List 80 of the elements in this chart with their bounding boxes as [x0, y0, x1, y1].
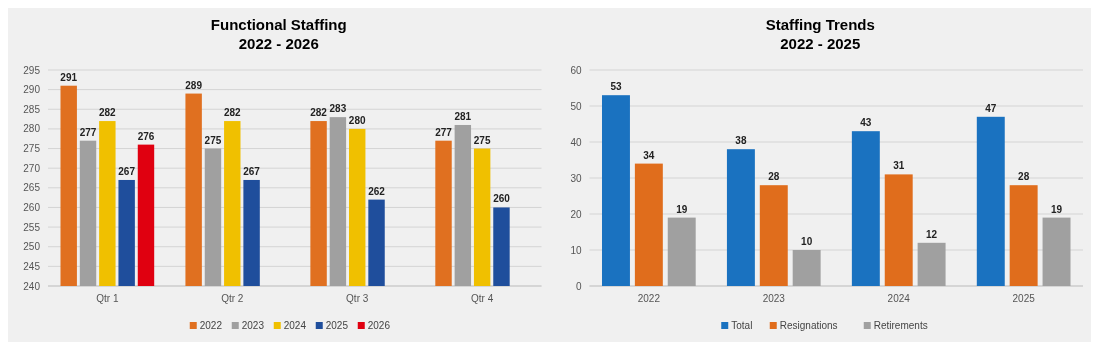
- data-label: 10: [801, 236, 813, 247]
- x-tick-label: Qtr 2: [221, 293, 244, 304]
- y-tick-label: 40: [570, 136, 582, 148]
- x-tick-label: 2024: [887, 293, 911, 304]
- legend-label: 2026: [367, 320, 391, 331]
- data-label: 34: [643, 149, 655, 161]
- data-label: 38: [735, 135, 747, 147]
- bar: [601, 95, 630, 286]
- x-tick-label: Qtr 1: [96, 293, 119, 304]
- data-label: 276: [137, 130, 155, 142]
- bar: [726, 149, 755, 286]
- bar: [792, 250, 821, 286]
- data-label: 282: [223, 107, 242, 119]
- data-label: 262: [368, 185, 386, 197]
- data-label: 289: [185, 79, 203, 91]
- bar: [1009, 185, 1038, 286]
- legend-label: Total: [731, 320, 753, 331]
- bar: [634, 163, 663, 286]
- y-tick-label: 30: [570, 172, 582, 184]
- y-tick-label: 285: [23, 103, 41, 115]
- data-label: 280: [348, 114, 366, 126]
- bar: [851, 131, 880, 286]
- data-label: 267: [243, 165, 261, 177]
- legend-label: 2022: [199, 320, 223, 331]
- data-label: 260: [493, 193, 511, 205]
- data-label: 277: [79, 126, 97, 138]
- y-tick-label: 50: [570, 100, 582, 112]
- data-label: 12: [926, 228, 938, 240]
- y-tick-label: 260: [23, 201, 41, 213]
- y-tick-label: 265: [23, 182, 41, 194]
- y-tick-label: 10: [570, 244, 582, 256]
- y-tick-label: 245: [23, 260, 41, 272]
- x-tick-label: 2022: [637, 293, 661, 304]
- y-tick-label: 0: [575, 280, 582, 292]
- data-label: 291: [60, 71, 78, 83]
- y-tick-label: 270: [23, 162, 41, 174]
- chart-title: Functional Staffing: [210, 16, 347, 33]
- y-tick-label: 240: [23, 280, 41, 292]
- bar: [976, 116, 1005, 286]
- y-tick-label: 290: [23, 84, 41, 96]
- chart-subtitle: 2022 - 2026: [238, 35, 319, 52]
- data-label: 281: [454, 110, 472, 122]
- data-label: 19: [676, 203, 688, 215]
- data-label: 283: [329, 103, 347, 115]
- x-tick-label: Qtr 4: [471, 293, 494, 304]
- bar: [1042, 217, 1071, 286]
- y-tick-label: 250: [23, 241, 41, 253]
- y-tick-label: 275: [23, 143, 41, 155]
- data-label: 47: [985, 102, 997, 114]
- y-tick-label: 20: [570, 208, 582, 220]
- data-label: 53: [610, 81, 622, 93]
- data-label: 275: [204, 134, 222, 146]
- data-label: 28: [1018, 171, 1030, 183]
- y-tick-label: 295: [23, 64, 41, 76]
- data-label: 282: [310, 107, 328, 119]
- x-tick-label: Qtr 3: [346, 293, 369, 304]
- bar: [759, 185, 788, 286]
- data-label: 28: [768, 171, 780, 183]
- y-tick-label: 280: [23, 123, 41, 135]
- bar: [917, 242, 946, 286]
- bar: [884, 174, 913, 286]
- y-tick-label: 60: [570, 64, 582, 76]
- x-tick-label: 2025: [1012, 293, 1036, 304]
- y-tick-label: 255: [23, 221, 41, 233]
- data-label: 43: [860, 117, 872, 129]
- legend-label: 2024: [283, 320, 307, 331]
- data-label: 31: [893, 160, 905, 172]
- legend-label: Resignations: [779, 320, 838, 331]
- x-tick-label: 2023: [762, 293, 786, 304]
- data-label: 19: [1050, 203, 1063, 215]
- legend-label: 2023: [241, 320, 265, 331]
- legend-label: 2025: [325, 320, 349, 331]
- chart-subtitle: 2022 - 2025: [780, 35, 861, 52]
- data-label: 275: [473, 134, 491, 146]
- chart-title: Staffing Trends: [765, 16, 875, 33]
- data-label: 267: [118, 165, 136, 177]
- bar: [667, 217, 696, 286]
- data-label: 282: [99, 107, 117, 119]
- data-label: 277: [435, 126, 453, 138]
- legend-label: Retirements: [873, 320, 928, 331]
